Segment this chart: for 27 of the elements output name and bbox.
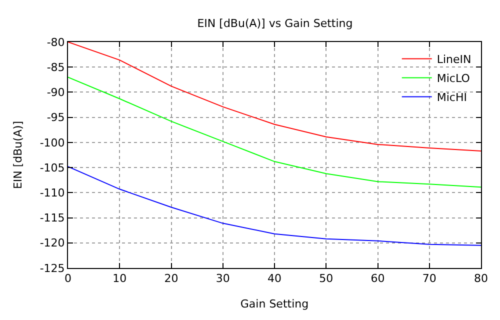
line-series xyxy=(68,166,481,246)
legend-label: MicLO xyxy=(436,72,470,86)
x-tick-label: 80 xyxy=(474,272,488,286)
y-tick-label: -85 xyxy=(46,60,65,74)
legend-label: MicHI xyxy=(436,91,467,104)
y-tick-label: -80 xyxy=(46,36,65,49)
x-tick-label: 50 xyxy=(319,272,334,286)
x-tick-label: 40 xyxy=(268,272,282,286)
y-tick-label: -120 xyxy=(40,236,65,250)
x-tick-label: 10 xyxy=(112,272,127,286)
x-tick-label: 70 xyxy=(422,272,436,286)
legend-label: LineIN xyxy=(436,53,472,66)
y-axis-title: EIN [dBu(A)] xyxy=(11,120,24,190)
x-tick-label: 20 xyxy=(164,272,178,286)
y-tick-label: -105 xyxy=(40,161,65,174)
line-series xyxy=(68,42,481,152)
y-tick-label: -90 xyxy=(46,86,65,100)
x-tick-label: 0 xyxy=(64,272,72,286)
x-tick-label: 30 xyxy=(216,272,230,286)
y-tick-label: -115 xyxy=(40,212,65,225)
x-axis-title: Gain Setting xyxy=(240,297,309,310)
y-tick-label: -100 xyxy=(40,136,65,150)
y-tick-label: -95 xyxy=(46,111,65,124)
chart-title: EIN [dBu(A)] vs Gain Setting xyxy=(197,16,353,30)
y-tick-label: -110 xyxy=(40,186,65,200)
y-tick-label: -125 xyxy=(40,262,65,275)
x-tick-label: 60 xyxy=(370,272,385,286)
